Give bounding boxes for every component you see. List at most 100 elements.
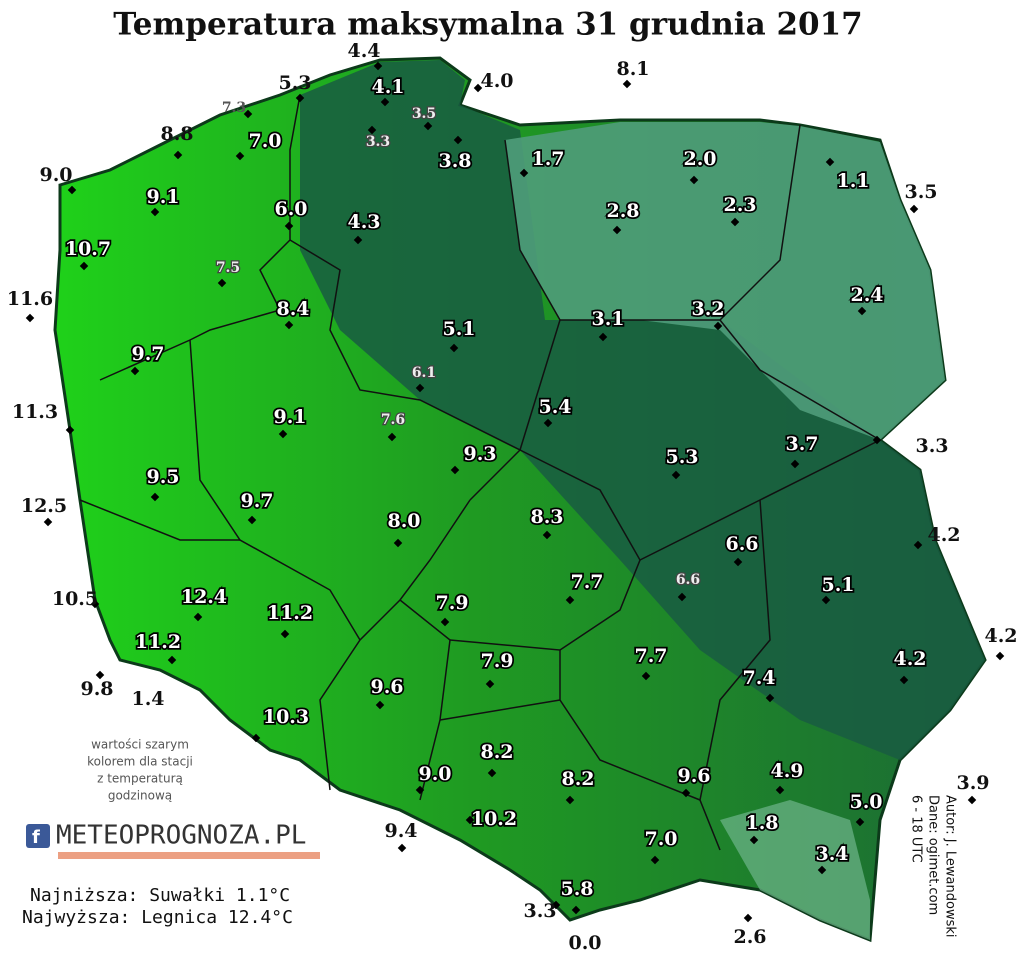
station-dot — [677, 592, 687, 602]
station-dot — [453, 135, 463, 145]
station-value: 7.7 — [634, 645, 667, 667]
station-value: 1.7 — [531, 148, 564, 170]
station-dot — [284, 221, 294, 231]
note-line: z temperaturą — [97, 772, 183, 786]
station-dot — [278, 429, 288, 439]
station-dot — [25, 313, 35, 323]
station-value: 4.3 — [347, 211, 380, 233]
station-dot — [173, 150, 183, 160]
station-dot — [485, 679, 495, 689]
station-value: 3.3 — [915, 435, 948, 457]
station-value: 4.2 — [893, 648, 926, 670]
station-dot — [397, 843, 407, 853]
station-value: 8.8 — [160, 123, 193, 145]
station-value: 9.7 — [131, 343, 164, 365]
station-value: 8.0 — [387, 510, 420, 532]
station-dot — [551, 900, 561, 910]
station-dot — [235, 151, 245, 161]
station-dot — [450, 465, 460, 475]
station-value: 9.5 — [146, 466, 179, 488]
station-value: 8.2 — [480, 741, 513, 763]
station-value: 8.1 — [616, 58, 649, 80]
credit-line: Dane: ogimet.com — [926, 795, 941, 915]
station-dot — [543, 418, 553, 428]
station-value: 9.4 — [384, 820, 417, 842]
station-value: 6.6 — [676, 572, 700, 588]
station-dot — [598, 332, 608, 342]
station-value: 5.8 — [560, 878, 593, 900]
station-dot — [243, 109, 253, 119]
station-value: 7.3 — [222, 100, 246, 116]
station-dot — [775, 785, 785, 795]
station-dot — [872, 435, 882, 445]
stations: 4.4 5.3 4.1 4.0 8.1 7.3 3.5 7.0 8.8 3.3 3.8 1.7 2.0 1… — [7, 40, 1018, 954]
station-dot — [440, 617, 450, 627]
station-dot — [909, 204, 919, 214]
station-dot — [565, 595, 575, 605]
station-dot — [571, 905, 581, 915]
station-dot — [487, 768, 497, 778]
station-value: 3.3 — [523, 900, 556, 922]
station-value: 4.2 — [984, 625, 1017, 647]
station-value: 10.2 — [471, 808, 517, 830]
station-value: 5.3 — [278, 72, 311, 94]
station-dot — [150, 207, 160, 217]
station-dot — [65, 425, 75, 435]
station-value: 0.0 — [568, 932, 601, 954]
station-dot — [713, 321, 723, 331]
station-dot — [565, 795, 575, 805]
station-dot — [284, 320, 294, 330]
borders — [79, 94, 881, 851]
station-dot — [641, 671, 651, 681]
station-value: 3.3 — [366, 134, 390, 150]
station-dot — [415, 785, 425, 795]
station-dot — [79, 261, 89, 271]
station-dot — [622, 79, 632, 89]
station-value: 7.7 — [570, 571, 603, 593]
station-dot — [749, 835, 759, 845]
station-value: 5.3 — [665, 446, 698, 468]
station-value: 5.4 — [538, 396, 571, 418]
station-dot — [217, 278, 227, 288]
station-dot — [387, 432, 397, 442]
station-value: 9.7 — [240, 490, 273, 512]
station-value: 2.8 — [606, 200, 639, 222]
station-value: 3.7 — [785, 433, 818, 455]
station-value: 9.3 — [463, 443, 496, 465]
station-value: 4.4 — [347, 40, 380, 62]
station-dot — [280, 629, 290, 639]
station-dot — [790, 459, 800, 469]
station-value: 8.2 — [561, 768, 594, 790]
station-dot — [295, 93, 305, 103]
station-value: 12.4 — [181, 586, 227, 608]
station-value: 9.1 — [146, 186, 179, 208]
station-dot — [681, 788, 691, 798]
note-line: wartości szarym — [91, 738, 189, 752]
station-dot — [375, 700, 385, 710]
station-value: 10.7 — [65, 238, 111, 260]
station-value: 2.0 — [683, 148, 716, 170]
station-dot — [465, 815, 475, 825]
mountain-zone — [720, 800, 870, 940]
station-value: 9.0 — [39, 164, 72, 186]
station-dot — [913, 540, 923, 550]
station-dot — [67, 185, 77, 195]
facebook-icon — [26, 824, 50, 848]
station-dot — [393, 538, 403, 548]
station-dot — [821, 595, 831, 605]
station-value: 3.8 — [438, 150, 471, 172]
station-value: 5.0 — [849, 791, 882, 813]
station-value: 3.4 — [815, 843, 848, 865]
station-dot — [380, 97, 390, 107]
station-value: 3.9 — [956, 772, 989, 794]
station-value: 8.4 — [276, 298, 309, 320]
station-dot — [130, 366, 140, 376]
station-value: 9.8 — [80, 678, 113, 700]
station-value: 3.5 — [412, 106, 436, 122]
station-dot — [367, 125, 377, 135]
station-dot — [150, 492, 160, 502]
station-dot — [542, 530, 552, 540]
highest-label: Najwyższa: Legnica 12.4°C — [22, 907, 293, 928]
